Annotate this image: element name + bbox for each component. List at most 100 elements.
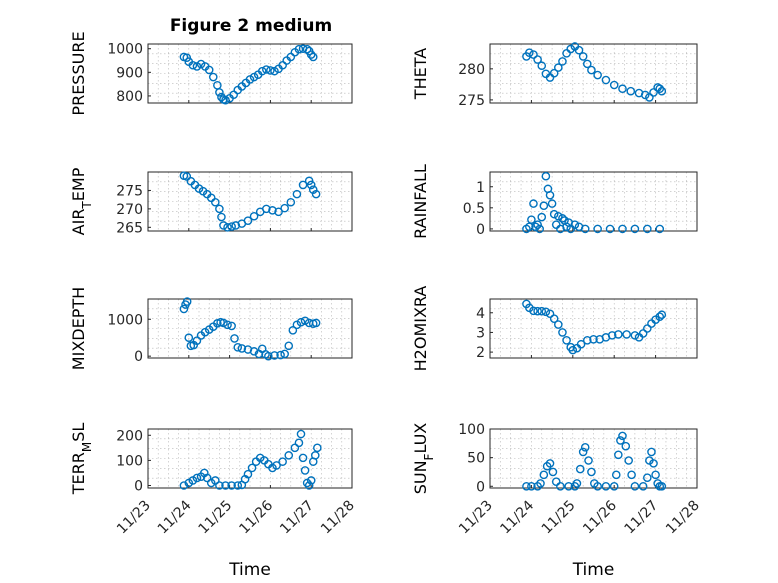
data-point bbox=[558, 328, 567, 337]
data-point bbox=[300, 466, 310, 475]
data-point bbox=[311, 189, 321, 199]
data-point bbox=[657, 310, 667, 320]
data-point bbox=[266, 66, 275, 75]
data-point bbox=[630, 481, 640, 491]
data-point bbox=[549, 314, 559, 323]
data-point bbox=[554, 63, 563, 72]
data-point bbox=[306, 50, 316, 59]
data-point bbox=[272, 461, 281, 470]
data-point bbox=[208, 72, 218, 82]
x-tick-label: 11/27 bbox=[277, 498, 317, 538]
y-tick-label: 800 bbox=[116, 89, 143, 105]
data-point bbox=[215, 481, 224, 490]
subplot-mixdepth: 0 1000 MIXDEPTH bbox=[69, 287, 353, 370]
data-point bbox=[562, 335, 571, 345]
data-point bbox=[558, 214, 567, 223]
data-point bbox=[537, 306, 547, 316]
data-point bbox=[257, 66, 267, 76]
axes-frame bbox=[489, 171, 698, 232]
data-point bbox=[607, 331, 617, 340]
y-tick-label: 900 bbox=[116, 65, 143, 81]
data-point bbox=[537, 61, 547, 71]
data-point bbox=[230, 334, 239, 343]
x-tick-label: 11/24 bbox=[155, 497, 195, 537]
data-point bbox=[182, 53, 192, 62]
data-point bbox=[549, 68, 559, 78]
data-point bbox=[274, 207, 283, 217]
data-point bbox=[556, 481, 565, 491]
data-point bbox=[535, 224, 544, 234]
y-axis-label: SUNFLUX bbox=[411, 423, 436, 495]
subplot-theta: 275 280 THETA bbox=[411, 42, 698, 109]
y-tick-label: 275 bbox=[116, 183, 143, 199]
data-point bbox=[587, 65, 596, 75]
x-tick-label: 11/27 bbox=[622, 498, 662, 538]
x-tick-label: 11/28 bbox=[318, 498, 358, 538]
data-point bbox=[280, 203, 289, 213]
data-point bbox=[525, 48, 534, 57]
x-tick-label: 11/24 bbox=[497, 497, 537, 537]
data-point bbox=[192, 473, 202, 483]
data-point bbox=[614, 330, 623, 339]
y-axis-label: AIRTEMP bbox=[69, 167, 94, 235]
data-point bbox=[276, 350, 285, 360]
data-point bbox=[582, 335, 592, 345]
data-point bbox=[539, 470, 549, 480]
y-axis-label: THETA bbox=[411, 48, 430, 100]
data-point bbox=[645, 93, 654, 102]
data-point bbox=[580, 443, 590, 452]
data-point bbox=[575, 464, 585, 474]
data-point bbox=[626, 86, 636, 96]
data-point bbox=[215, 204, 224, 214]
data-point bbox=[593, 224, 602, 234]
y-tick-label: 2 bbox=[476, 345, 485, 361]
data-point bbox=[609, 80, 619, 90]
figure-title: Figure 2 medium bbox=[170, 16, 332, 36]
data-point bbox=[247, 463, 257, 473]
data-point bbox=[593, 481, 602, 491]
data-point bbox=[627, 470, 636, 480]
subplot-h2omixra: 2 3 4 H2OMIXRA bbox=[411, 286, 698, 372]
data-point bbox=[618, 84, 627, 94]
data-point bbox=[243, 216, 253, 225]
data-point bbox=[219, 221, 228, 230]
data-point bbox=[221, 481, 230, 490]
axes-frame bbox=[489, 43, 698, 104]
y-tick-label: 0 bbox=[476, 479, 485, 495]
data-point bbox=[618, 224, 627, 234]
data-point bbox=[219, 318, 228, 328]
data-point bbox=[211, 476, 220, 485]
ylabel-subscript: M bbox=[80, 442, 94, 452]
ylabel-subscript: T bbox=[80, 201, 94, 210]
data-point bbox=[630, 331, 640, 340]
data-point bbox=[630, 224, 640, 234]
data-point bbox=[601, 75, 611, 85]
data-point bbox=[292, 189, 302, 199]
data-point bbox=[298, 453, 308, 463]
data-point bbox=[311, 318, 321, 328]
data-point bbox=[638, 481, 648, 491]
y-axis-label: MIXDEPTH bbox=[69, 287, 88, 370]
data-point bbox=[533, 220, 542, 229]
y-axis-label: TERRMSL bbox=[69, 423, 94, 496]
data-point bbox=[270, 351, 279, 360]
subplot-air-temp: 265 270 275 AIRTEMP bbox=[69, 167, 353, 236]
data-point bbox=[657, 86, 667, 96]
data-point bbox=[558, 57, 567, 66]
data-point bbox=[182, 297, 192, 306]
data-point bbox=[545, 190, 555, 200]
data-point bbox=[298, 180, 308, 190]
data-point bbox=[545, 459, 555, 468]
y-axis-label: H2OMIXRA bbox=[411, 286, 430, 372]
subplot-terr-msl: 11/23 11/24 11/25 11/26 11/27 11/28 0 100 200 TER… bbox=[69, 423, 358, 580]
data-point bbox=[655, 84, 665, 94]
axes-frame bbox=[147, 43, 353, 104]
data-point bbox=[262, 204, 271, 214]
data-point bbox=[531, 222, 540, 232]
data-point bbox=[616, 436, 625, 445]
data-point bbox=[184, 333, 194, 343]
axes-frame bbox=[147, 428, 353, 489]
data-point bbox=[533, 55, 542, 64]
data-point bbox=[545, 309, 555, 319]
